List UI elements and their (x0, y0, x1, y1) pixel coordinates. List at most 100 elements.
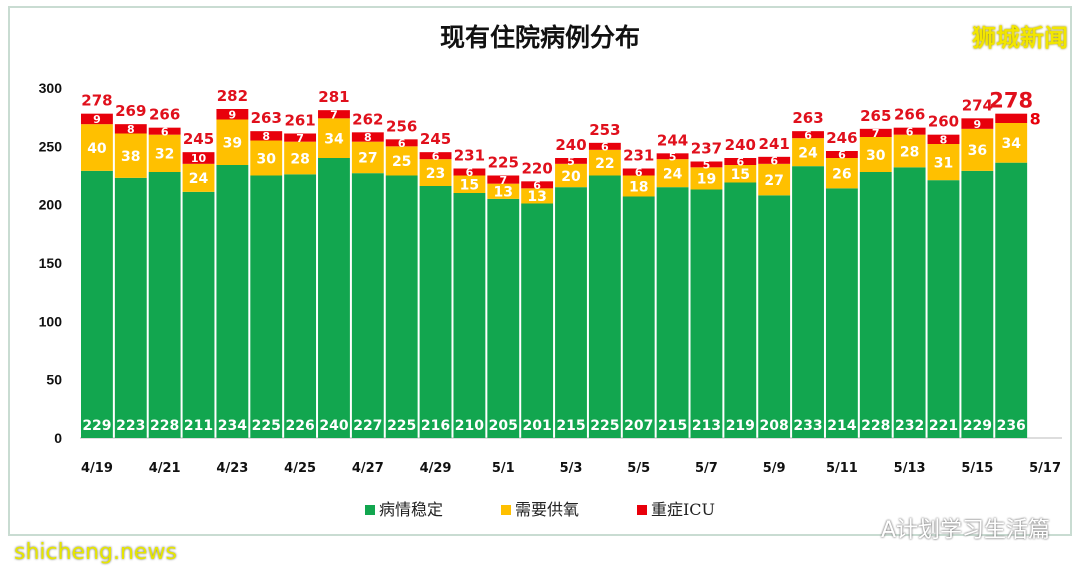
data-label-stable: 225 (590, 418, 619, 434)
bar-segment-oxygen (859, 137, 892, 172)
legend-item-icu: 重症ICU (636, 496, 715, 520)
y-tick-label: 250 (39, 138, 63, 154)
bar-segment-oxygen (318, 118, 350, 158)
data-label-stable: 210 (455, 418, 484, 434)
bar-segment-oxygen (825, 158, 858, 189)
x-tick-label: 5/1 (492, 461, 515, 476)
data-label-total: 261 (284, 112, 315, 130)
data-label-stable: 234 (218, 418, 247, 434)
bar-segment-icu (825, 151, 858, 158)
bar-segment-oxygen (250, 140, 283, 176)
data-label-oxygen: 31 (934, 155, 953, 171)
data-label-icu: 6 (161, 125, 169, 138)
bar-segment-stable (859, 172, 892, 438)
data-label-stable: 213 (692, 418, 721, 434)
x-tick-label: 5/17 (1029, 461, 1061, 476)
data-label-icu: 6 (601, 141, 609, 154)
bar-segment-icu (724, 158, 757, 165)
data-label-oxygen: 27 (358, 151, 377, 167)
bar-segment-icu (656, 153, 689, 160)
data-label-stable: 216 (421, 418, 450, 434)
x-tick-label: 4/19 (81, 461, 113, 476)
bar-segment-stable (521, 203, 554, 438)
data-label-total: 269 (115, 102, 146, 120)
bar-segment-stable (216, 165, 249, 438)
data-label-total: 263 (792, 109, 823, 127)
y-tick-label: 200 (39, 197, 63, 213)
data-label-total: 245 (420, 130, 451, 148)
bar-segment-stable (588, 175, 621, 438)
data-label-icu: 6 (432, 150, 440, 163)
data-label-total: 266 (149, 106, 180, 124)
data-label-total: 246 (826, 129, 857, 147)
data-label-icu: 8 (1030, 109, 1041, 128)
bar-segment-icu (453, 168, 486, 176)
data-label-icu: 6 (398, 137, 406, 150)
data-label-stable: 221 (929, 418, 958, 434)
x-tick-label: 5/9 (763, 461, 786, 476)
data-label-oxygen: 36 (968, 143, 987, 159)
data-label-icu: 6 (736, 156, 744, 169)
data-label-stable: 215 (658, 418, 687, 434)
data-label-stable: 208 (760, 418, 789, 434)
data-label-icu: 6 (533, 179, 541, 192)
x-tick-label: 4/21 (149, 461, 181, 476)
data-label-total: 274 (962, 96, 993, 114)
data-label-total: 278 (989, 89, 1033, 113)
bar-segment-stable (893, 167, 926, 439)
data-label-total: 262 (352, 110, 383, 128)
bar-segment-oxygen (521, 188, 554, 204)
data-label-oxygen: 15 (460, 178, 479, 194)
bar-segment-icu (385, 139, 418, 147)
bar-segment-icu (216, 109, 249, 120)
legend-swatch (500, 505, 511, 515)
bar-segment-stable (690, 189, 723, 438)
bar-segment-icu (792, 131, 824, 139)
data-label-icu: 9 (229, 108, 237, 121)
data-label-total: 253 (589, 121, 620, 139)
watermark-logo: 狮城新闻 (972, 24, 1068, 52)
bar-segment-stable (622, 196, 655, 438)
bar-segment-stable (114, 177, 147, 439)
bar-segment-icu (555, 158, 587, 164)
data-label-oxygen: 32 (155, 147, 174, 163)
data-label-oxygen: 22 (595, 156, 614, 172)
bar-segment-oxygen (148, 134, 181, 172)
bar-segment-icu (250, 131, 283, 141)
bar-segment-icu (690, 161, 723, 168)
bar-segment-stable (318, 158, 350, 438)
data-label-icu: 6 (770, 155, 778, 168)
bar-segment-stable (385, 175, 418, 438)
data-label-total: 231 (623, 147, 654, 165)
data-label-oxygen: 27 (764, 173, 783, 189)
data-label-total: 260 (928, 113, 959, 131)
bar-segment-icu (622, 168, 655, 176)
data-label-oxygen: 38 (121, 149, 140, 165)
bar-segment-oxygen (555, 163, 587, 188)
data-label-icu: 6 (906, 125, 914, 138)
data-label-total: 245 (183, 130, 214, 148)
data-label-total: 244 (657, 131, 688, 149)
data-label-total: 241 (759, 135, 790, 153)
data-label-oxygen: 15 (731, 167, 750, 183)
data-label-stable: 215 (556, 418, 585, 434)
data-label-oxygen: 34 (324, 131, 344, 147)
x-tick-label: 5/13 (894, 461, 926, 476)
data-label-icu: 8 (262, 130, 270, 143)
bar-segment-stable (825, 188, 858, 438)
data-label-icu: 8 (940, 134, 948, 147)
data-label-oxygen: 28 (900, 144, 919, 160)
data-label-oxygen: 24 (798, 145, 818, 161)
data-label-oxygen: 20 (561, 169, 581, 185)
bar-segment-stable (284, 174, 317, 439)
bar-segment-oxygen (758, 163, 791, 196)
y-tick-label: 100 (39, 313, 63, 329)
bar-segment-stable (250, 175, 283, 438)
data-label-stable: 226 (285, 418, 314, 434)
data-label-icu: 5 (703, 159, 711, 172)
x-tick-label: 5/7 (695, 461, 718, 476)
x-tick-label: 4/29 (420, 461, 452, 476)
bar-segment-oxygen (622, 175, 655, 197)
y-tick-label: 300 (39, 80, 63, 96)
